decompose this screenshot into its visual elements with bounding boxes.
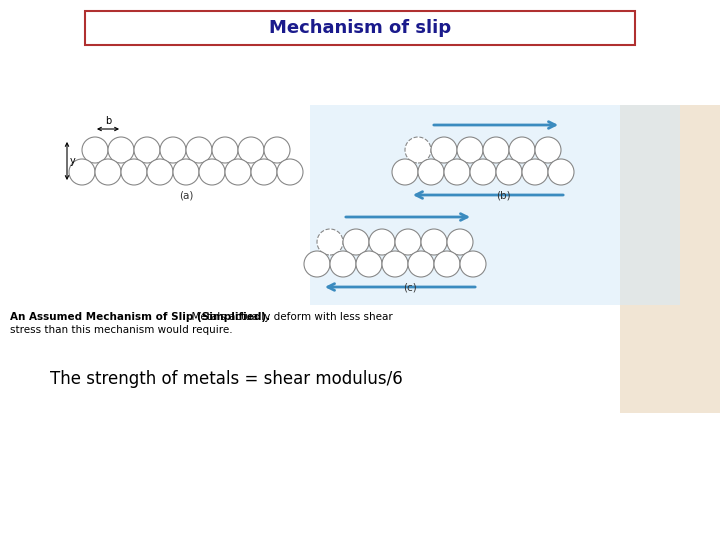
Bar [620, 105, 720, 413]
Circle shape [356, 251, 382, 277]
Circle shape [238, 137, 264, 163]
Circle shape [225, 159, 251, 185]
Circle shape [470, 159, 496, 185]
Text: The strength of metals = shear modulus/6: The strength of metals = shear modulus/6 [50, 370, 402, 388]
Circle shape [447, 229, 473, 255]
Circle shape [431, 137, 457, 163]
Circle shape [496, 159, 522, 185]
Circle shape [134, 137, 160, 163]
Circle shape [199, 159, 225, 185]
Circle shape [444, 159, 470, 185]
Bar [310, 105, 680, 305]
Bar [85, 11, 635, 45]
Text: y: y [70, 156, 76, 166]
Circle shape [69, 159, 95, 185]
Circle shape [483, 137, 509, 163]
Circle shape [108, 137, 134, 163]
Circle shape [460, 251, 486, 277]
Circle shape [160, 137, 186, 163]
Text: Metals actually deform with less shear: Metals actually deform with less shear [185, 312, 392, 322]
Circle shape [421, 229, 447, 255]
Text: stress than this mechanism would require.: stress than this mechanism would require… [10, 325, 233, 335]
Circle shape [82, 137, 108, 163]
Circle shape [535, 137, 561, 163]
Circle shape [121, 159, 147, 185]
Circle shape [330, 251, 356, 277]
Text: Mechanism of slip: Mechanism of slip [269, 19, 451, 37]
Circle shape [343, 229, 369, 255]
Circle shape [418, 159, 444, 185]
Circle shape [173, 159, 199, 185]
Circle shape [405, 137, 431, 163]
Circle shape [212, 137, 238, 163]
Circle shape [369, 229, 395, 255]
Circle shape [457, 137, 483, 163]
Circle shape [95, 159, 121, 185]
Circle shape [251, 159, 277, 185]
Text: An Assumed Mechanism of Slip (Simplified).: An Assumed Mechanism of Slip (Simplified… [10, 312, 270, 322]
Circle shape [277, 159, 303, 185]
Circle shape [509, 137, 535, 163]
Circle shape [408, 251, 434, 277]
Text: (b): (b) [495, 191, 510, 201]
Text: (a): (a) [179, 191, 193, 201]
Circle shape [147, 159, 173, 185]
Circle shape [392, 159, 418, 185]
Circle shape [264, 137, 290, 163]
Circle shape [434, 251, 460, 277]
Circle shape [304, 251, 330, 277]
Text: (c): (c) [403, 283, 417, 293]
Circle shape [395, 229, 421, 255]
Circle shape [186, 137, 212, 163]
Circle shape [522, 159, 548, 185]
Circle shape [382, 251, 408, 277]
Circle shape [317, 229, 343, 255]
Circle shape [548, 159, 574, 185]
Text: b: b [105, 116, 111, 126]
